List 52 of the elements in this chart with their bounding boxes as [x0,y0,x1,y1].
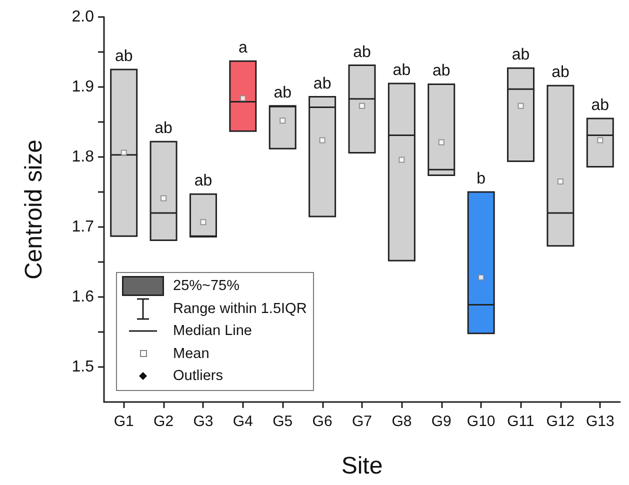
point [120,150,127,156]
point [200,219,206,226]
x-tick-label: G1 [114,413,134,430]
annotation: ab [114,48,133,65]
point [160,195,167,202]
y-tick-label: 1.7 [72,218,94,236]
annotation: ab [512,46,530,64]
x-tick-label: G4 [232,413,253,430]
text: 25%~75% [173,278,240,294]
x-tick-label: G5 [272,413,293,430]
y-tick-label: 1.5 [72,358,94,376]
annotation: Outliers [173,368,223,384]
point [280,118,286,124]
annotation: ab [194,172,212,190]
legend-label: Mean [173,346,210,362]
x-tick-label: G7 [352,413,372,430]
x-axis-title: Site [341,452,383,480]
annotation: a [238,40,248,57]
x-tick-label: G9 [431,413,452,430]
x-tick-label: G13 [586,413,614,430]
annotation: ab [591,97,610,114]
point [240,95,246,102]
annotation: ab [552,64,570,82]
point [319,137,326,144]
y-tick-label: 1.9 [72,78,94,96]
annotation: ab [392,62,411,79]
point [518,102,524,109]
annotation: Median Line [173,323,252,340]
point [478,274,484,280]
x-tick-label: G6 [312,413,332,430]
x-tick-label: G10 [466,413,496,430]
annotation: ab [353,44,371,61]
y-tick-label: 1.6 [72,288,94,306]
annotation: b [476,170,486,188]
x-tick-label: G8 [392,413,412,430]
annotation: Range within 1.5IQR [173,300,307,317]
x-tick-label: G11 [507,413,534,430]
x-tick-label: G3 [193,413,214,430]
x-tick-label: G12 [546,413,575,430]
annotation: ab [432,62,450,80]
point [557,178,564,184]
annotation: ab [313,75,332,92]
annotation: ab [274,84,292,102]
point [597,137,604,144]
y-tick-label: 2.0 [72,8,94,26]
y-tick-label: 1.8 [72,148,94,166]
point [438,139,444,146]
point [398,156,405,163]
point [359,102,365,109]
annotation: ab [154,120,173,138]
y-axis-title: Centroid size [20,139,48,280]
x-tick-label: G2 [154,413,174,430]
